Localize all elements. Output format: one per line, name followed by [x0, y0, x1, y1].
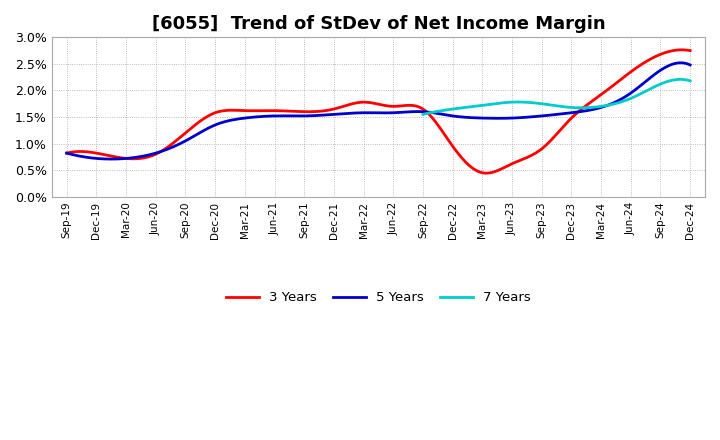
- 5 Years: [106, 157, 114, 162]
- 5 Years: [65, 151, 73, 156]
- 3 Years: [444, 137, 453, 143]
- 5 Years: [686, 62, 695, 68]
- 5 Years: [446, 113, 455, 118]
- Line: 3 Years: 3 Years: [67, 50, 690, 173]
- 3 Years: [63, 150, 71, 156]
- 3 Years: [482, 171, 490, 176]
- 3 Years: [433, 122, 442, 128]
- 7 Years: [577, 105, 585, 110]
- 7 Years: [686, 78, 695, 84]
- 7 Years: [676, 77, 685, 82]
- 7 Years: [420, 111, 428, 117]
- Legend: 3 Years, 5 Years, 7 Years: 3 Years, 5 Years, 7 Years: [220, 286, 536, 310]
- 7 Years: [644, 87, 652, 92]
- Line: 7 Years: 7 Years: [423, 79, 690, 114]
- 3 Years: [678, 47, 686, 52]
- Line: 5 Years: 5 Years: [67, 63, 690, 159]
- 3 Years: [65, 150, 73, 155]
- 7 Years: [418, 112, 427, 117]
- 7 Years: [582, 105, 591, 110]
- 3 Years: [590, 97, 598, 102]
- 5 Years: [63, 150, 71, 156]
- 7 Years: [661, 80, 670, 85]
- 5 Years: [433, 111, 442, 116]
- 3 Years: [431, 120, 440, 125]
- Title: [6055]  Trend of StDev of Net Income Margin: [6055] Trend of StDev of Net Income Marg…: [152, 15, 606, 33]
- 5 Years: [629, 88, 638, 94]
- 7 Years: [577, 105, 586, 110]
- 5 Years: [675, 60, 684, 66]
- 5 Years: [436, 111, 444, 117]
- 3 Years: [629, 67, 638, 72]
- 3 Years: [686, 48, 695, 53]
- 5 Years: [590, 106, 598, 112]
